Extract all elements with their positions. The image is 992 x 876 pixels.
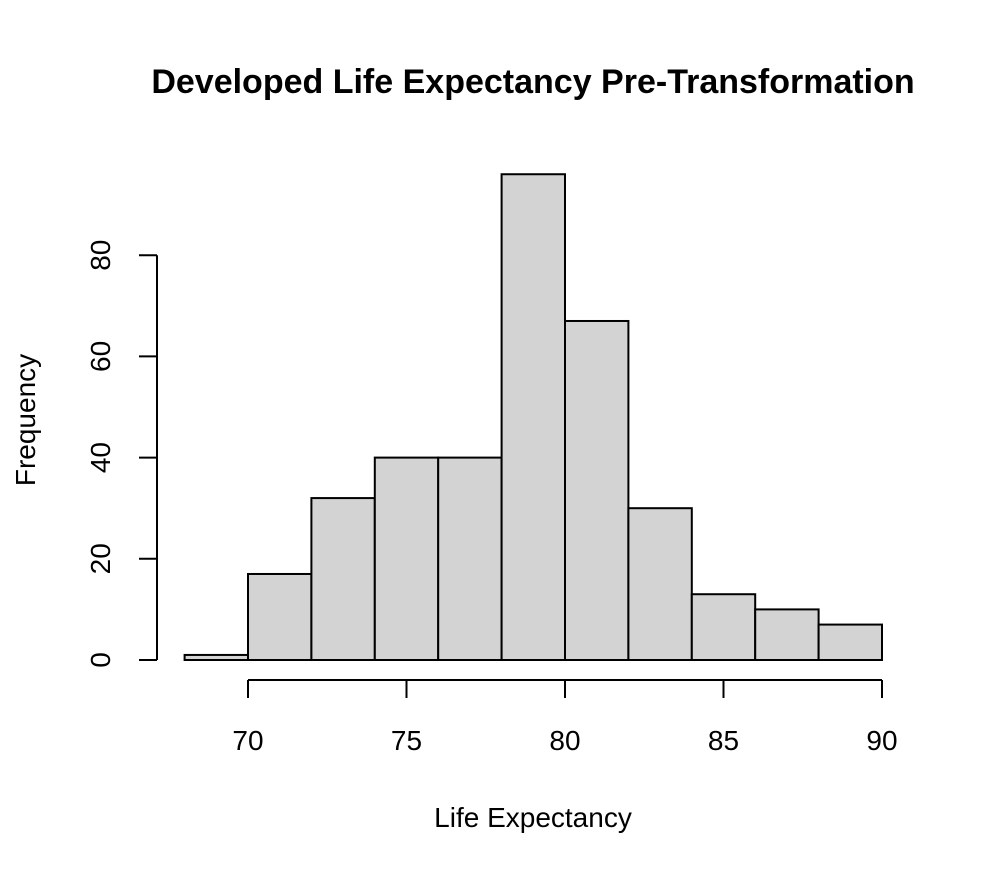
histogram-bar (627, 507, 693, 662)
x-tick-label: 85 (708, 725, 739, 756)
bars (183, 173, 883, 662)
histogram-bar (310, 497, 376, 661)
histogram-bar (817, 623, 883, 662)
y-tick-label: 20 (85, 543, 116, 574)
y-axis: 0 20 40 60 80 (85, 240, 158, 668)
y-axis-label: Frequency (10, 354, 41, 486)
histogram-bar (373, 456, 440, 661)
x-ticks: 70 75 80 85 90 (232, 680, 898, 756)
chart-title: Developed Life Expectancy Pre-Transforma… (151, 63, 914, 101)
x-tick-label: 90 (866, 725, 897, 756)
histogram-bar (564, 319, 630, 661)
y-ticks: 0 20 40 60 80 (85, 240, 157, 668)
y-tick-label: 0 (85, 652, 116, 668)
y-tick-label: 60 (85, 341, 116, 372)
histogram-bar (247, 572, 313, 661)
histogram-bar (183, 653, 250, 662)
x-tick-label: 75 (391, 725, 422, 756)
y-tick-label: 40 (85, 442, 116, 473)
x-tick-label: 70 (232, 725, 263, 756)
histogram-bar (500, 173, 567, 662)
x-axis: 70 75 80 85 90 (232, 679, 898, 756)
histogram-bar (437, 456, 503, 661)
y-tick-label: 80 (85, 240, 116, 271)
histogram-bar (754, 608, 820, 662)
histogram-bar (690, 593, 757, 661)
x-axis-label: Life Expectancy (434, 802, 632, 833)
x-tick-label: 80 (549, 725, 580, 756)
